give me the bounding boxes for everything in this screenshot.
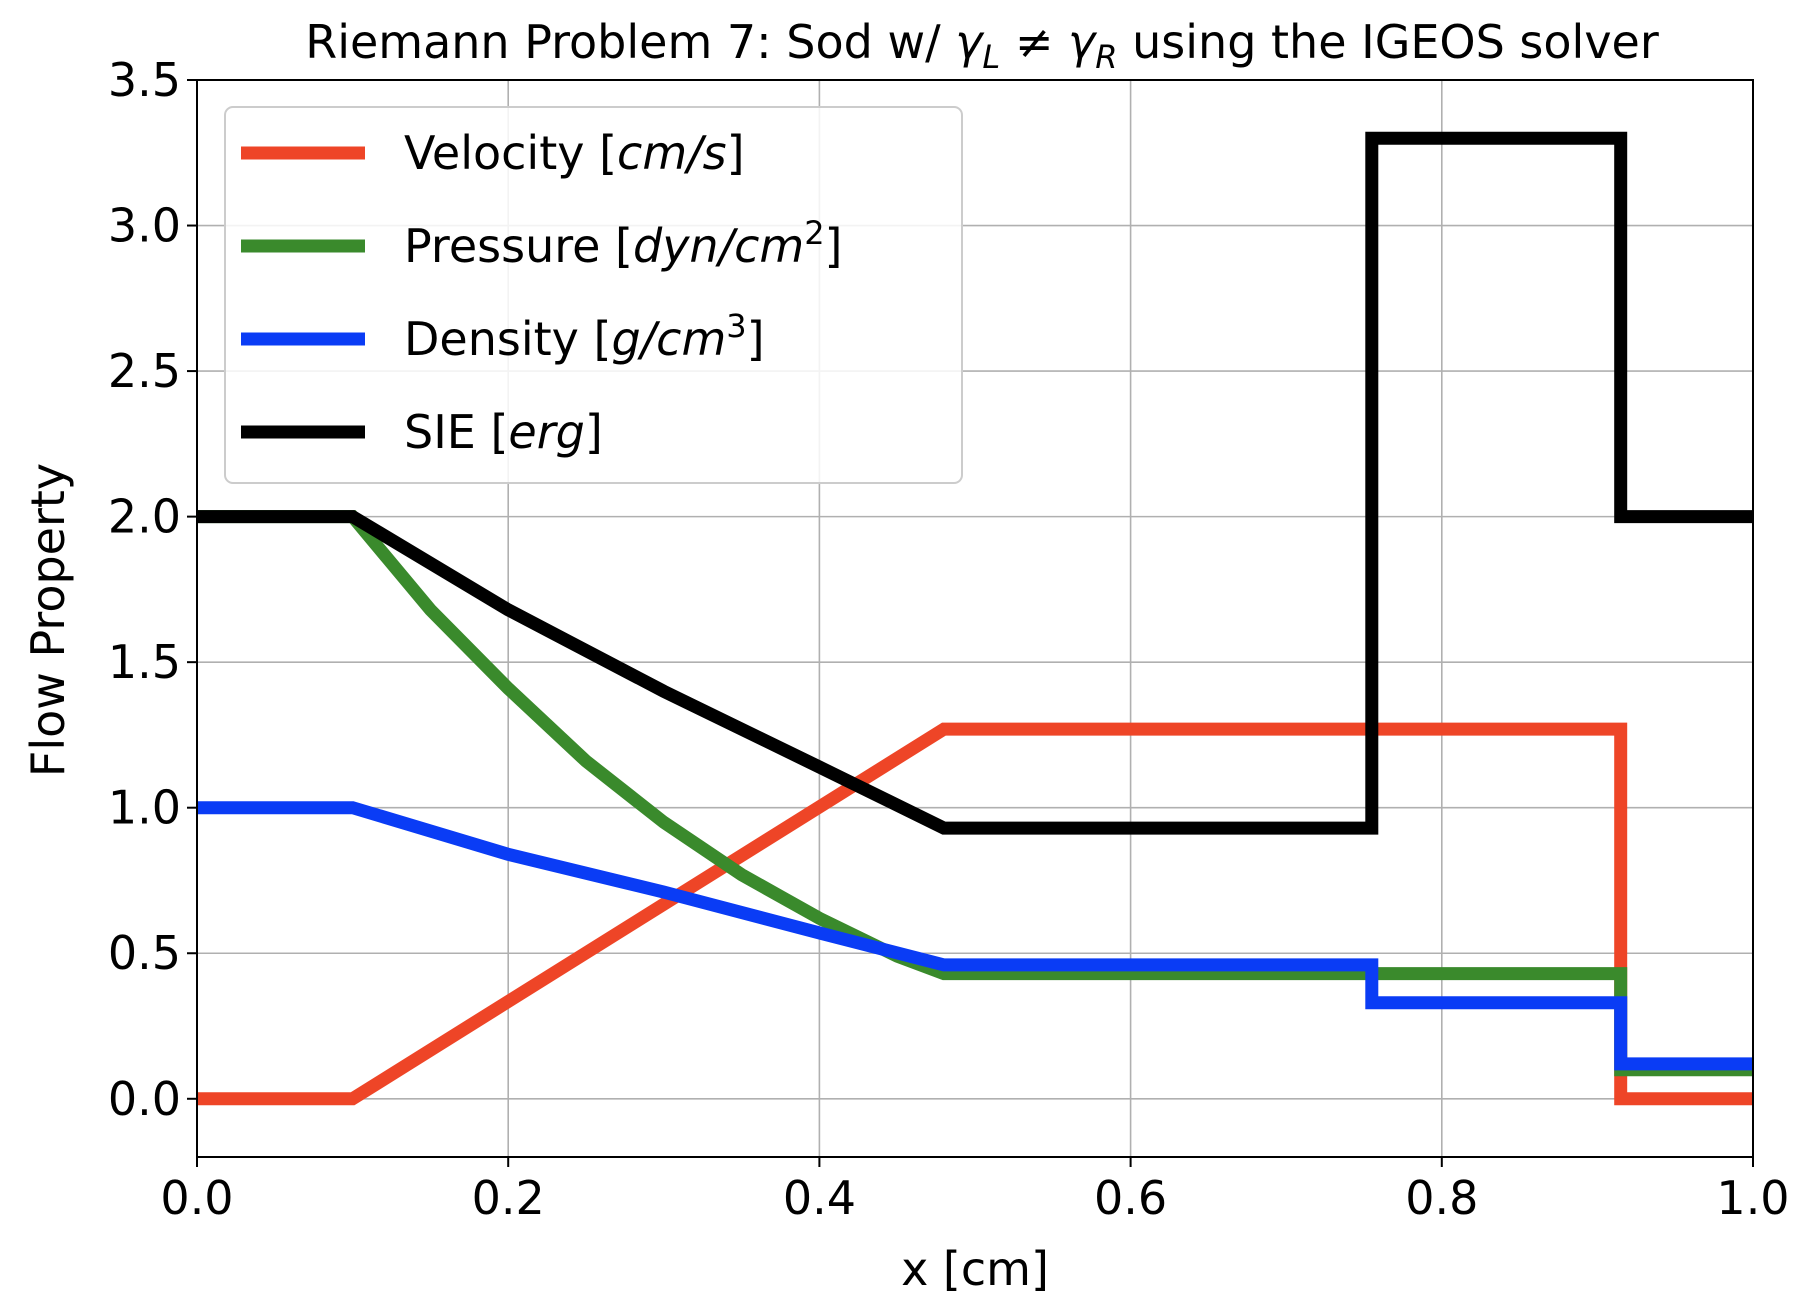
x-tick-label: 0.4: [783, 1171, 856, 1225]
y-tick-label: 0.5: [108, 926, 181, 980]
y-tick-label: 3.0: [108, 199, 181, 253]
y-tick-label: 2.0: [108, 490, 181, 544]
x-tick-label: 0.8: [1405, 1171, 1478, 1225]
chart-title: Riemann Problem 7: Sod w/ γL ≠ γR using …: [305, 15, 1659, 76]
x-tick-label: 0.6: [1094, 1171, 1167, 1225]
x-tick-label: 0.2: [472, 1171, 545, 1225]
series-line-1: [197, 722, 1753, 1106]
x-tick-label: 1.0: [1716, 1171, 1789, 1225]
legend-box: [224, 106, 963, 484]
y-tick-label: 2.5: [108, 344, 181, 398]
ticks: 0.0 0.2 0.4 0.6 0.8 1.0 0.0 0.5 1.0 1.5 2.0 2.5 3.0 3…: [108, 53, 1790, 1225]
legend-label: SIE [erg]: [404, 405, 603, 459]
y-tick-label: 1.5: [108, 635, 181, 689]
legend: Velocity [cm/s] Pressure [dyn/cm2] Density…: [224, 106, 963, 484]
series-line-4: [197, 131, 1753, 835]
y-tick-label: 1.0: [108, 781, 181, 835]
y-tick-label: 3.5: [108, 53, 181, 107]
y-tick-label: 0.0: [108, 1072, 181, 1126]
legend-label: Velocity [cm/s]: [404, 126, 745, 180]
legend-label: Pressure [dyn/cm2]: [404, 214, 843, 273]
plot-frame: [196, 79, 1754, 1158]
x-axis-label: x [cm]: [901, 1242, 1049, 1296]
series-line-2: [197, 510, 1753, 1077]
legend-label: Density [g/cm3]: [404, 307, 765, 366]
x-tick-label: 0.0: [160, 1171, 233, 1225]
series-line-3: [197, 801, 1753, 1071]
y-axis-label: Flow Property: [21, 463, 75, 777]
series-layer: [197, 131, 1753, 1106]
